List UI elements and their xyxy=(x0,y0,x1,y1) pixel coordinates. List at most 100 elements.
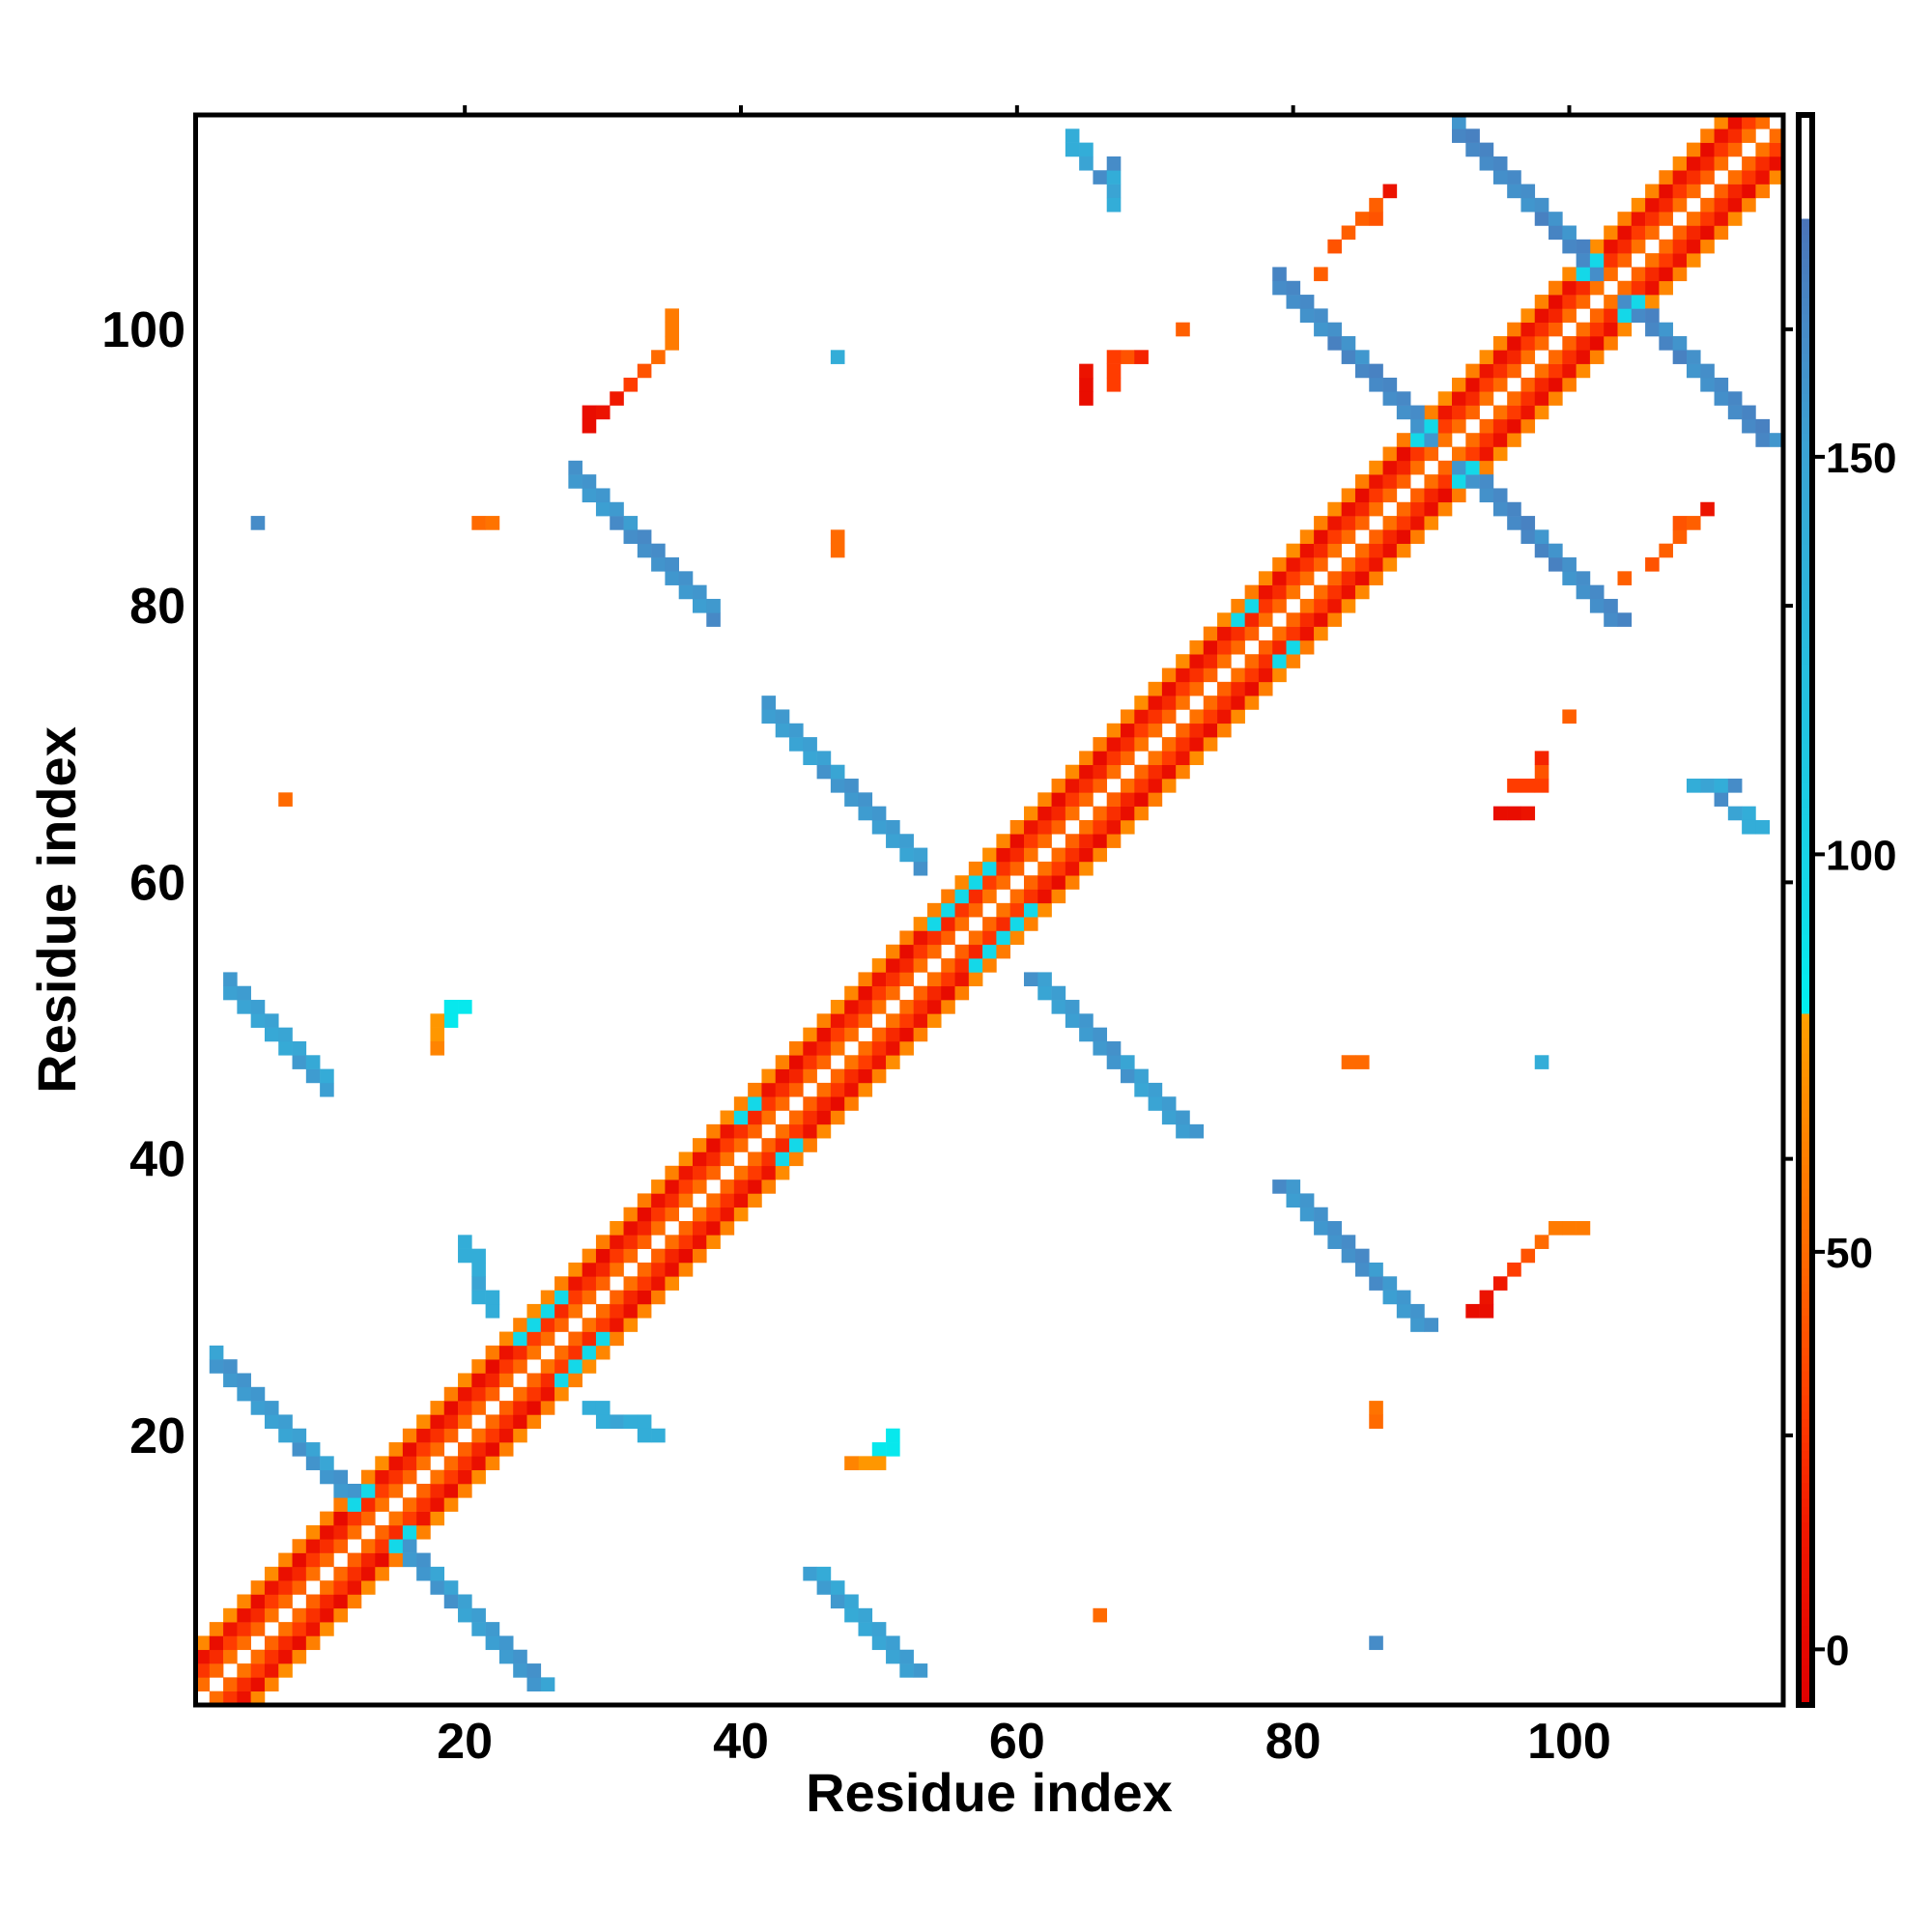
colorbar-segment xyxy=(1799,1625,1812,1634)
heatmap-cell xyxy=(1341,501,1356,517)
heatmap-cell xyxy=(223,1635,238,1651)
heatmap-cell xyxy=(1079,363,1094,379)
heatmap-cell xyxy=(1341,584,1356,600)
heatmap-cell xyxy=(1217,612,1232,627)
heatmap-cell xyxy=(1354,557,1370,572)
colorbar-segment xyxy=(1799,1005,1812,1014)
heatmap-cell xyxy=(1134,792,1149,807)
heatmap-cell xyxy=(595,1401,611,1415)
heatmap-cell xyxy=(1727,405,1743,420)
heatmap-cell xyxy=(430,1040,445,1056)
heatmap-cell xyxy=(665,571,679,585)
heatmap-cell xyxy=(278,792,293,807)
heatmap-cell xyxy=(1562,557,1577,572)
heatmap-cell xyxy=(1727,170,1743,185)
heatmap-cell xyxy=(775,1123,790,1139)
heatmap-cell xyxy=(471,1276,486,1291)
heatmap-cell xyxy=(1382,529,1398,545)
heatmap-cell xyxy=(1534,322,1549,337)
heatmap-cell xyxy=(1009,861,1025,876)
heatmap-cell xyxy=(1534,543,1549,558)
heatmap-cell xyxy=(1576,267,1591,282)
heatmap-cell xyxy=(1534,391,1549,406)
heatmap-cell xyxy=(568,1276,582,1291)
heatmap-cell xyxy=(195,1649,211,1664)
heatmap-cell xyxy=(844,779,859,793)
heatmap-cell xyxy=(844,1068,859,1084)
heatmap-cell xyxy=(1009,819,1025,835)
heatmap-cell xyxy=(1176,1123,1190,1139)
heatmap-cell xyxy=(1479,474,1494,489)
heatmap-cell xyxy=(954,972,970,987)
heatmap-cell xyxy=(1065,1013,1080,1028)
heatmap-cell xyxy=(1176,764,1190,780)
heatmap-cell xyxy=(913,1663,928,1678)
heatmap-cell xyxy=(1244,612,1260,627)
heatmap-cell xyxy=(1452,391,1466,406)
heatmap-cell xyxy=(582,1290,597,1305)
heatmap-cell xyxy=(471,1290,486,1305)
colorbar-tick-label: 0 xyxy=(1826,1627,1849,1674)
heatmap-cell xyxy=(886,1055,900,1069)
heatmap-cell xyxy=(305,1552,321,1568)
heatmap-cell xyxy=(775,1151,790,1167)
heatmap-cell xyxy=(320,1469,334,1485)
heatmap-cell xyxy=(1009,917,1025,931)
heatmap-cell xyxy=(1023,875,1038,890)
heatmap-cell xyxy=(830,779,845,793)
heatmap-cell xyxy=(954,902,970,918)
heatmap-cell xyxy=(554,1318,569,1332)
heatmap-cell xyxy=(748,1193,762,1208)
heatmap-cell xyxy=(526,1414,542,1430)
heatmap-cell xyxy=(513,1331,527,1347)
colorbar-segment xyxy=(1799,695,1812,704)
heatmap-cell xyxy=(443,1594,459,1609)
heatmap-cell xyxy=(250,1386,266,1402)
heatmap-cell xyxy=(1314,516,1328,530)
heatmap-cell xyxy=(375,1469,389,1485)
heatmap-cell xyxy=(1617,612,1633,627)
colorbar-segment xyxy=(1799,608,1812,616)
heatmap-cell xyxy=(223,1649,238,1664)
heatmap-cell xyxy=(1769,433,1784,447)
heatmap-cell xyxy=(471,1607,486,1623)
heatmap-cell xyxy=(775,1165,790,1180)
heatmap-cell xyxy=(886,1027,900,1042)
heatmap-cell xyxy=(430,1442,445,1457)
heatmap-cell xyxy=(720,1110,735,1125)
heatmap-cell xyxy=(1396,405,1411,420)
heatmap-cell xyxy=(347,1566,362,1581)
heatmap-cell xyxy=(1714,115,1729,129)
heatmap-cell xyxy=(692,598,707,613)
heatmap-cell xyxy=(1299,626,1315,641)
heatmap-cell xyxy=(1023,834,1038,848)
heatmap-cell xyxy=(1382,460,1398,475)
heatmap-cell xyxy=(1272,1179,1287,1194)
heatmap-cell xyxy=(1686,350,1701,364)
heatmap-cell xyxy=(498,1345,514,1360)
heatmap-cell xyxy=(1023,902,1038,918)
heatmap-cell xyxy=(1327,239,1342,254)
heatmap-cell xyxy=(1548,280,1563,296)
heatmap-cell xyxy=(1755,156,1771,171)
heatmap-cell xyxy=(1079,779,1094,793)
heatmap-cell xyxy=(582,1359,597,1374)
heatmap-cell xyxy=(623,1248,639,1264)
heatmap-cell xyxy=(1203,626,1218,641)
heatmap-cell xyxy=(1645,184,1660,199)
heatmap-cell xyxy=(458,1483,472,1498)
heatmap-cell xyxy=(886,819,900,835)
heatmap-cell xyxy=(1369,1262,1383,1277)
heatmap-cell xyxy=(1452,460,1466,475)
heatmap-cell xyxy=(858,1068,873,1084)
x-axis-tick-labels: 20 40 60 80 100 xyxy=(437,1714,1611,1770)
heatmap-cell xyxy=(748,1123,762,1139)
heatmap-cell xyxy=(1382,474,1398,489)
heatmap-cell xyxy=(1217,723,1232,738)
heatmap-cell xyxy=(1492,1276,1508,1291)
heatmap-cell xyxy=(209,1635,224,1651)
colorbar-segment xyxy=(1799,178,1812,187)
heatmap-cell xyxy=(458,1414,472,1430)
heatmap-cell xyxy=(1244,696,1260,710)
heatmap-cell xyxy=(1714,225,1729,241)
